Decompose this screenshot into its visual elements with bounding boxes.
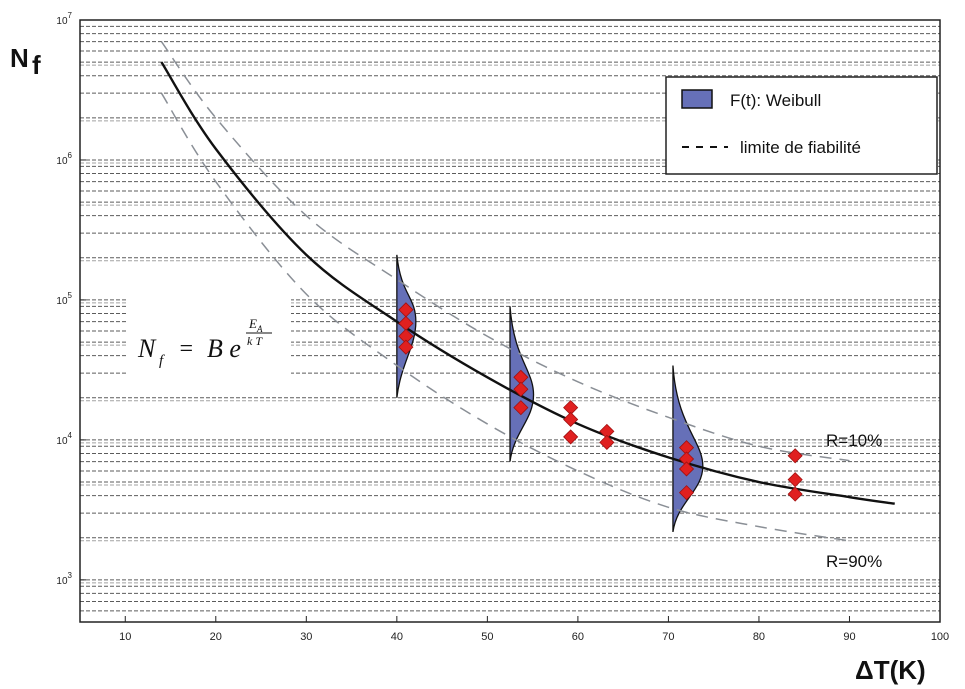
annotation-r10: R=10%	[826, 431, 882, 450]
legend-limit-label: limite de fiabilité	[740, 138, 861, 157]
data-point	[513, 400, 529, 416]
limit-line-r10	[160, 41, 850, 462]
data-point	[563, 429, 579, 445]
x-tick-label: 20	[210, 631, 222, 643]
formula-background	[128, 295, 291, 381]
data-point	[787, 448, 803, 464]
formula-rhs: B e	[207, 334, 241, 363]
data-point	[563, 411, 579, 428]
y-axis-title-sub: f	[32, 50, 41, 80]
series-layer	[160, 41, 895, 542]
limit-line-r90	[160, 92, 850, 542]
legend-weibull-label: F(t): Weibull	[730, 91, 821, 110]
data-point	[398, 339, 414, 355]
x-tick-label: 70	[662, 631, 674, 643]
annotation-r90: R=90%	[826, 552, 882, 571]
formula-lhs-sub: f	[159, 353, 165, 369]
x-tick-label: 90	[843, 631, 855, 643]
y-axis-title: N	[10, 43, 29, 73]
y-tick-label: 105	[56, 291, 72, 307]
y-tick-label: 107	[56, 11, 72, 27]
formula-exp-num: E	[248, 316, 257, 331]
data-point	[678, 461, 695, 477]
x-tick-label: 40	[391, 631, 403, 643]
data-point	[513, 381, 529, 397]
y-axis-ticks: 103 104 105 106 107	[56, 11, 86, 587]
x-tick-label: 10	[119, 631, 131, 643]
data-point	[599, 434, 615, 450]
plot-frame	[79, 19, 941, 623]
formula-box: N f = B e E A k T	[128, 295, 291, 381]
y-tick-label: 104	[56, 431, 72, 447]
x-tick-label: 50	[481, 631, 493, 643]
model-curve	[160, 61, 895, 505]
x-tick-label: 100	[931, 631, 949, 643]
legend-weibull-swatch	[681, 89, 713, 109]
legend: F(t): Weibull limite de fiabilité	[665, 76, 938, 175]
data-point	[787, 486, 803, 502]
x-tick-label: 60	[572, 631, 584, 643]
formula-exp-num-sub: A	[256, 324, 263, 334]
x-axis-title: ΔT(K)	[855, 655, 926, 685]
formula-lhs: N	[137, 334, 157, 363]
data-point	[678, 485, 695, 501]
x-axis-ticks: 10 20 30 40 50 60 70 80 90 100	[119, 616, 949, 643]
x-tick-label: 30	[300, 631, 312, 643]
y-tick-label: 106	[56, 151, 72, 167]
formula-equals: =	[178, 336, 194, 362]
x-tick-label: 80	[753, 631, 765, 643]
y-tick-label: 103	[56, 571, 72, 587]
formula-exp-den: k T	[247, 334, 263, 348]
